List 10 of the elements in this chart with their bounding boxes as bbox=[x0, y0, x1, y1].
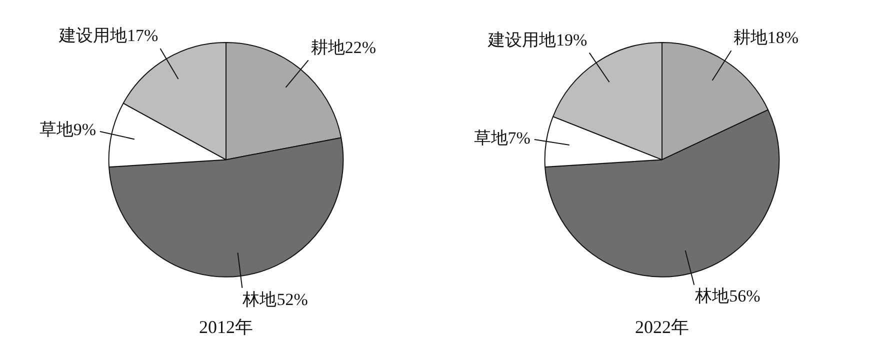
text: 2012年 bbox=[199, 316, 253, 337]
slice-label: 耕地18% bbox=[733, 28, 799, 48]
text: 2022年 bbox=[635, 316, 689, 337]
slice-label: 草地7% bbox=[474, 128, 530, 148]
slice-label: 林地52% bbox=[242, 290, 308, 309]
slice-label: 耕地22% bbox=[310, 38, 376, 58]
slice-label: 林地56% bbox=[694, 286, 760, 306]
slice-label: 建设用地19% bbox=[486, 30, 588, 50]
slice-label: 草地9% bbox=[39, 120, 96, 140]
slice-label: 建设用地17% bbox=[58, 26, 158, 46]
